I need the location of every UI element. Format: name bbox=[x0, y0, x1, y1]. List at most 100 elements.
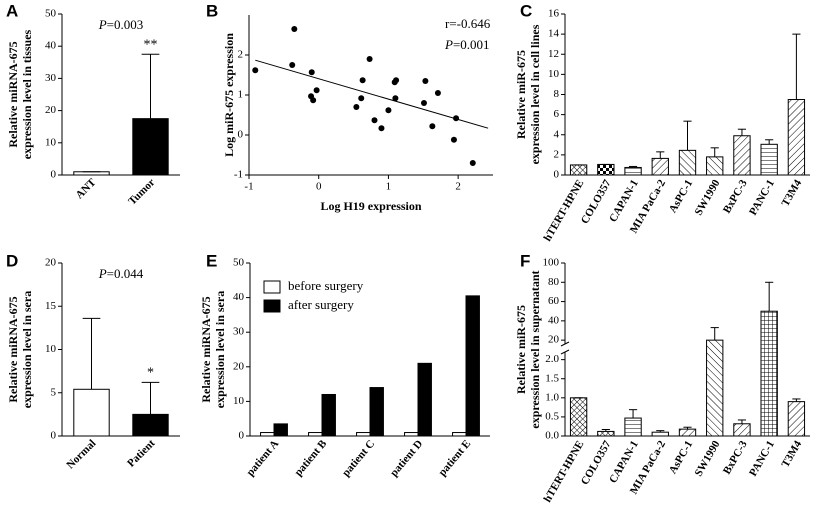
bar bbox=[597, 163, 615, 176]
bar bbox=[678, 149, 697, 176]
point bbox=[252, 67, 259, 74]
panel-label: E bbox=[206, 251, 217, 270]
y-tick-label: 2 bbox=[238, 49, 244, 61]
bar bbox=[452, 432, 467, 437]
bar bbox=[369, 387, 384, 437]
panel-label: A bbox=[6, 1, 18, 20]
x-tick-label: SW1990 bbox=[693, 177, 723, 217]
x-tick-label: BxPC-3 bbox=[721, 438, 750, 476]
annotation: P=0.001 bbox=[444, 37, 490, 52]
bar bbox=[260, 432, 275, 437]
y-axis-label: expression level in cell lines bbox=[528, 24, 542, 164]
y-tick-label: 6 bbox=[554, 108, 560, 120]
y-tick-label: 0 bbox=[51, 430, 57, 442]
x-tick-label: 1 bbox=[386, 181, 392, 193]
y-tick-label: 20 bbox=[233, 360, 245, 372]
y-tick-label: 20 bbox=[45, 257, 57, 269]
x-tick-label: patient D bbox=[388, 438, 425, 479]
y-tick-label: 8 bbox=[554, 88, 560, 100]
y-tick-label: 50 bbox=[45, 8, 57, 20]
y-tick-label: 4 bbox=[554, 128, 560, 140]
axis-break bbox=[560, 349, 570, 355]
point bbox=[353, 104, 360, 110]
bar bbox=[465, 295, 480, 437]
significance: * bbox=[147, 366, 154, 381]
y-tick-label: 40 bbox=[548, 314, 560, 326]
x-tick-label: hTERT-HPNE bbox=[542, 178, 587, 244]
panel-label: D bbox=[6, 251, 18, 270]
point bbox=[469, 160, 476, 166]
bar bbox=[624, 417, 642, 437]
y-tick-label: 2 bbox=[554, 148, 560, 160]
bar bbox=[678, 428, 697, 437]
y-tick-label: 60 bbox=[548, 295, 560, 307]
annotation: P=0.044 bbox=[98, 266, 144, 281]
y-axis-label: Relative miRNA-675 bbox=[6, 41, 20, 147]
y-axis-label: Log miR-675 expression bbox=[222, 33, 236, 157]
panel-label: B bbox=[206, 1, 218, 20]
bar bbox=[624, 166, 642, 176]
bar bbox=[733, 135, 751, 176]
axis-break bbox=[560, 341, 570, 347]
y-tick-label: 40 bbox=[233, 291, 245, 303]
point bbox=[429, 123, 436, 130]
bar bbox=[132, 413, 169, 437]
y-tick-label: 0.5 bbox=[545, 410, 559, 422]
x-tick-label: SW1990 bbox=[693, 438, 723, 478]
y-tick-label: 2.0 bbox=[545, 353, 559, 365]
point bbox=[385, 107, 392, 114]
panel-label: C bbox=[520, 1, 532, 20]
bar bbox=[787, 401, 806, 437]
y-tick-label: 10 bbox=[45, 343, 57, 355]
fit-line bbox=[255, 59, 489, 129]
y-tick-label: 1 bbox=[238, 89, 244, 101]
bar bbox=[597, 430, 615, 437]
y-axis-label: Relative miR-675 bbox=[514, 305, 528, 394]
bar bbox=[417, 362, 432, 437]
point bbox=[393, 77, 400, 84]
y-tick-label: 10 bbox=[45, 136, 57, 148]
y-tick-label: 30 bbox=[45, 72, 57, 84]
bar bbox=[132, 118, 169, 176]
bar bbox=[787, 99, 806, 176]
x-tick-label: Normal bbox=[64, 437, 98, 471]
y-tick-label: 0 bbox=[554, 169, 560, 181]
y-tick-label: 10 bbox=[548, 68, 560, 80]
y-tick-label: 50 bbox=[233, 257, 245, 269]
point bbox=[358, 95, 365, 102]
bar bbox=[404, 432, 419, 437]
x-tick-label: ANT bbox=[73, 176, 98, 201]
legend-label: after surgery bbox=[288, 297, 354, 312]
x-tick-label: Tumor bbox=[126, 176, 157, 207]
y-tick-label: 0.0 bbox=[545, 430, 559, 442]
y-axis-label: Relative miRNA-675 bbox=[6, 296, 20, 402]
y-tick-label: 40 bbox=[45, 40, 57, 52]
y-tick-label: 80 bbox=[548, 276, 560, 288]
x-tick-label: AsPC-1 bbox=[667, 178, 695, 215]
bar bbox=[651, 431, 669, 437]
point bbox=[308, 69, 315, 76]
y-tick-label: 5 bbox=[51, 386, 57, 398]
significance: ** bbox=[144, 37, 158, 52]
x-tick-label: T3M4 bbox=[779, 177, 804, 208]
point bbox=[434, 90, 441, 96]
x-tick-label: BxPC-3 bbox=[721, 177, 750, 215]
point bbox=[313, 87, 320, 94]
point bbox=[371, 117, 378, 124]
y-axis-label: Relative miRNA-675 bbox=[199, 296, 213, 402]
x-tick-label: AsPC-1 bbox=[667, 439, 695, 476]
y-axis-label: expression level in sera bbox=[213, 291, 227, 408]
y-tick-label: 15 bbox=[45, 300, 57, 312]
x-tick-label: -1 bbox=[244, 181, 253, 193]
bar bbox=[569, 397, 588, 437]
x-tick-label: patient A bbox=[244, 438, 281, 479]
y-tick-label: 30 bbox=[233, 326, 245, 338]
bar bbox=[760, 310, 778, 437]
y-tick-label: 1.0 bbox=[545, 391, 559, 403]
point bbox=[310, 97, 317, 104]
legend-swatch bbox=[263, 280, 281, 294]
x-tick-label: patient B bbox=[292, 437, 329, 478]
x-tick-label: PANC-1 bbox=[747, 439, 777, 479]
bar bbox=[321, 393, 336, 437]
